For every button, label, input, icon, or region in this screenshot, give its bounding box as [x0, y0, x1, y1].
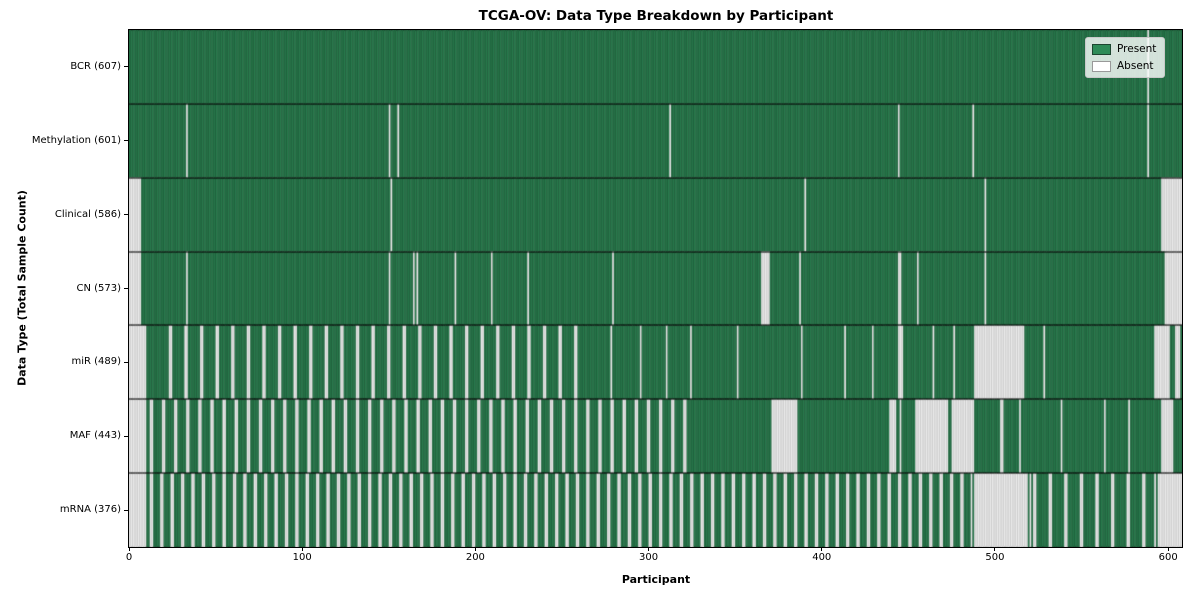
plot-frame	[128, 29, 1183, 548]
legend-item-present: Present	[1092, 43, 1156, 55]
x-tick-label: 0	[125, 552, 133, 563]
x-tick-label: 600	[1158, 552, 1178, 563]
x-tick-mark	[128, 547, 130, 551]
legend-present-swatch-icon	[1092, 43, 1111, 55]
x-tick-mark	[1167, 547, 1169, 551]
y-tick-label: Clinical (586)	[54, 208, 121, 220]
y-tick-label: BCR (607)	[70, 60, 121, 72]
y-tick-mark	[124, 214, 128, 216]
x-tick-mark	[301, 547, 303, 551]
plot-canvas	[129, 30, 1182, 547]
x-axis-label: Participant	[621, 573, 691, 586]
y-tick-mark	[124, 361, 128, 363]
x-tick-label: 100	[292, 552, 312, 563]
x-tick-mark	[474, 547, 476, 551]
legend-item-absent: Absent	[1092, 60, 1156, 72]
x-tick-label: 200	[465, 552, 485, 563]
y-tick-mark	[124, 509, 128, 511]
x-tick-label: 500	[985, 552, 1005, 563]
x-tick-mark	[821, 547, 823, 551]
chart-title: TCGA-OV: Data Type Breakdown by Particip…	[478, 8, 834, 24]
y-tick-label: mRNA (376)	[59, 504, 121, 516]
y-tick-label: CN (573)	[76, 282, 121, 294]
y-tick-label: Methylation (601)	[31, 134, 121, 146]
legend-absent-swatch-icon	[1092, 60, 1111, 72]
legend: Present Absent	[1085, 37, 1166, 78]
legend-label-present: Present	[1117, 43, 1157, 55]
x-tick-mark	[648, 547, 650, 551]
y-tick-mark	[124, 66, 128, 68]
legend-label-absent: Absent	[1117, 60, 1154, 72]
y-tick-label: MAF (443)	[69, 430, 121, 442]
y-tick-label: miR (489)	[71, 356, 121, 368]
y-tick-mark	[124, 435, 128, 437]
x-tick-label: 300	[639, 552, 659, 563]
x-tick-label: 400	[812, 552, 832, 563]
y-tick-mark	[124, 140, 128, 142]
x-tick-mark	[994, 547, 996, 551]
y-tick-mark	[124, 288, 128, 289]
